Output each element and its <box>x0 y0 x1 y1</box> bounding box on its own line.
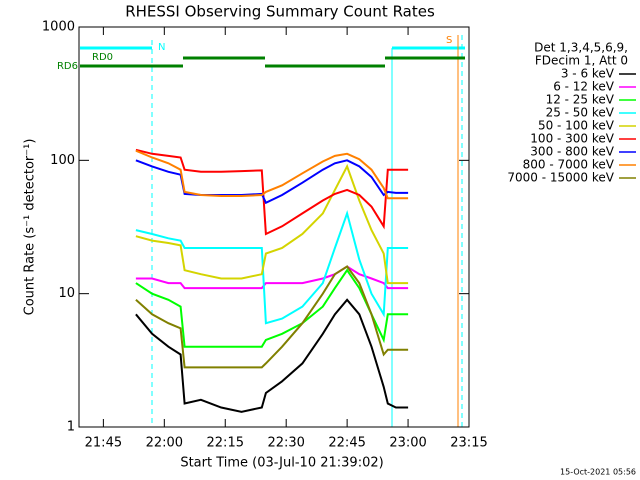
legend-label: 25 - 50 keV <box>546 106 615 120</box>
x-tick-label: 22:30 <box>267 436 304 451</box>
legend-label: 50 - 100 keV <box>538 119 615 133</box>
series-line <box>135 268 409 348</box>
annotation: RD6 <box>57 61 78 72</box>
plot-frame <box>78 26 470 428</box>
legend-header: Det 1,3,4,5,6,9, <box>534 41 628 55</box>
footer: 15-Oct-2021 05:56 <box>560 468 636 477</box>
chart-title: RHESSI Observing Summary Count Rates <box>125 3 435 21</box>
series-line <box>135 298 409 413</box>
series-line <box>135 265 409 369</box>
annotations: N S RD0 RD6 <box>57 35 465 427</box>
x-tick-label: 23:00 <box>389 436 426 451</box>
series-line <box>135 265 409 290</box>
y-tick-label: 10 <box>58 286 75 301</box>
x-tick-label: 23:15 <box>450 436 487 451</box>
x-tick-label: 22:45 <box>328 436 365 451</box>
legend-label: 3 - 6 keV <box>561 67 615 81</box>
y-axis-label: Count Rate (s⁻¹ detector⁻¹) <box>23 139 38 316</box>
series-line <box>135 163 409 285</box>
x-tick-label: 21:45 <box>85 436 122 451</box>
x-tick-label: 22:00 <box>146 436 183 451</box>
annotation: S <box>446 35 452 46</box>
y-tick-label: 100 <box>50 153 75 168</box>
y-tick-label: 1000 <box>42 20 75 35</box>
legend-label: 800 - 7000 keV <box>523 158 615 172</box>
series-line <box>135 149 409 200</box>
annotation: RD0 <box>92 52 113 63</box>
legend-label: 100 - 300 keV <box>530 132 614 146</box>
y-tick-label: 1 <box>67 420 75 435</box>
series-line <box>135 210 409 325</box>
legend-label: 6 - 12 keV <box>553 80 615 94</box>
series-line <box>135 148 409 236</box>
legend-label: 300 - 800 keV <box>530 145 614 159</box>
annotation: N <box>158 42 165 53</box>
legend-label: 7000 - 15000 keV <box>507 171 614 185</box>
legend-label: 12 - 25 keV <box>546 93 615 107</box>
legend-header: FDecim 1, Att 0 <box>535 54 628 68</box>
x-tick-label: 22:15 <box>207 436 244 451</box>
x-axis-label: Start Time (03-Jul-10 21:39:02) <box>180 456 383 471</box>
